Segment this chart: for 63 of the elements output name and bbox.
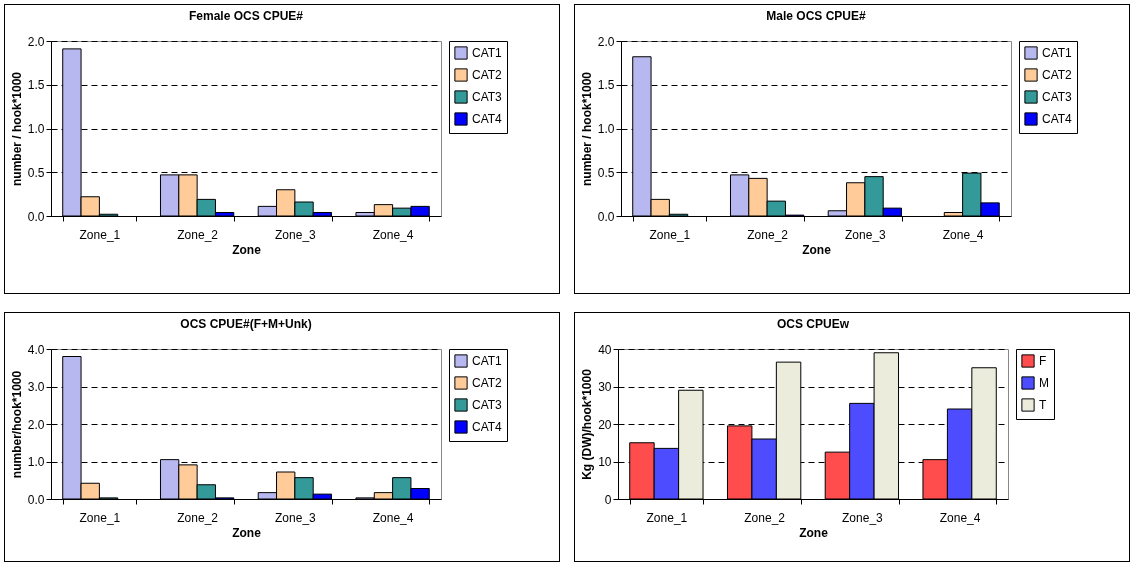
- y-axis-title: number/hook*1000: [9, 370, 24, 479]
- chart-title: Male OCS CPUE#: [766, 9, 866, 23]
- x-tick-label: Zone_2: [177, 510, 219, 525]
- y-tick-label: 10: [598, 455, 612, 469]
- x-tick-label: Zone_4: [372, 510, 414, 525]
- y-tick-label: 0.5: [27, 165, 45, 180]
- y-tick-label: 40: [598, 342, 612, 357]
- x-tick-label: Zone_3: [275, 227, 317, 242]
- x-tick-label: Zone_1: [646, 510, 688, 525]
- legend-label: CAT2: [472, 376, 503, 390]
- x-axis-title: Zone: [802, 242, 832, 257]
- y-tick-label: 1.0: [27, 455, 45, 469]
- x-tick-label: Zone_3: [275, 510, 317, 525]
- legend-label: CAT3: [472, 90, 503, 104]
- chart-title: OCS CPUEw: [776, 317, 850, 331]
- x-axis-title: Zone: [799, 525, 829, 540]
- legend-label: CAT2: [472, 68, 503, 82]
- y-axis-title: Kg (DW)/hook*1000: [580, 368, 595, 480]
- y-tick-label: 0.5: [597, 165, 615, 180]
- y-tick-label: 1.5: [27, 78, 45, 93]
- x-tick-label: Zone_1: [79, 510, 121, 525]
- x-tick-label: Zone_4: [939, 510, 981, 525]
- x-tick-label: Zone_3: [842, 510, 884, 525]
- y-tick-label: 1.5: [597, 78, 615, 93]
- x-axis-title: Zone: [232, 242, 262, 257]
- y-tick-label: 4.0: [27, 342, 45, 357]
- legend-label: CAT4: [472, 420, 503, 434]
- y-tick-label: 2.0: [27, 417, 45, 432]
- legend-label: CAT1: [472, 46, 503, 60]
- y-tick-label: 0.0: [27, 492, 45, 507]
- y-tick-label: 2.0: [27, 34, 45, 49]
- x-tick-label: Zone_4: [942, 227, 984, 242]
- x-tick-label: Zone_4: [372, 227, 414, 242]
- legend-label: CAT1: [1042, 46, 1073, 60]
- x-tick-label: Zone_2: [177, 227, 219, 242]
- y-tick-label: 1.0: [597, 122, 615, 136]
- y-tick-label: 0: [604, 492, 612, 507]
- y-tick-label: 0.0: [597, 209, 615, 224]
- y-axis-title: number / hook*1000: [579, 71, 594, 187]
- legend-label: CAT4: [1042, 112, 1073, 126]
- chart-title: Female OCS CPUE#: [188, 9, 304, 23]
- x-tick-label: Zone_1: [79, 227, 121, 242]
- chart-title: OCS CPUE#(F+M+Unk): [180, 317, 312, 331]
- y-tick-label: 1.0: [27, 122, 45, 136]
- y-tick-label: 2.0: [597, 34, 615, 49]
- legend-label: CAT3: [472, 398, 503, 412]
- y-tick-label: 20: [598, 417, 612, 432]
- legend-label: CAT2: [1042, 68, 1073, 82]
- y-axis-title: number / hook*1000: [9, 71, 24, 187]
- legend-label: CAT3: [1042, 90, 1073, 104]
- y-tick-label: 30: [598, 380, 612, 394]
- legend-label: M: [1039, 376, 1049, 390]
- legend-label: CAT4: [472, 112, 503, 126]
- legend-label: CAT1: [472, 354, 503, 368]
- legend-label: T: [1039, 398, 1047, 412]
- legend-label: F: [1039, 354, 1047, 368]
- x-tick-label: Zone_2: [744, 510, 786, 525]
- y-tick-label: 0.0: [27, 209, 45, 224]
- x-tick-label: Zone_1: [649, 227, 691, 242]
- x-tick-label: Zone_3: [845, 227, 887, 242]
- x-tick-label: Zone_2: [747, 227, 789, 242]
- x-axis-title: Zone: [232, 525, 262, 540]
- y-tick-label: 3.0: [27, 380, 45, 394]
